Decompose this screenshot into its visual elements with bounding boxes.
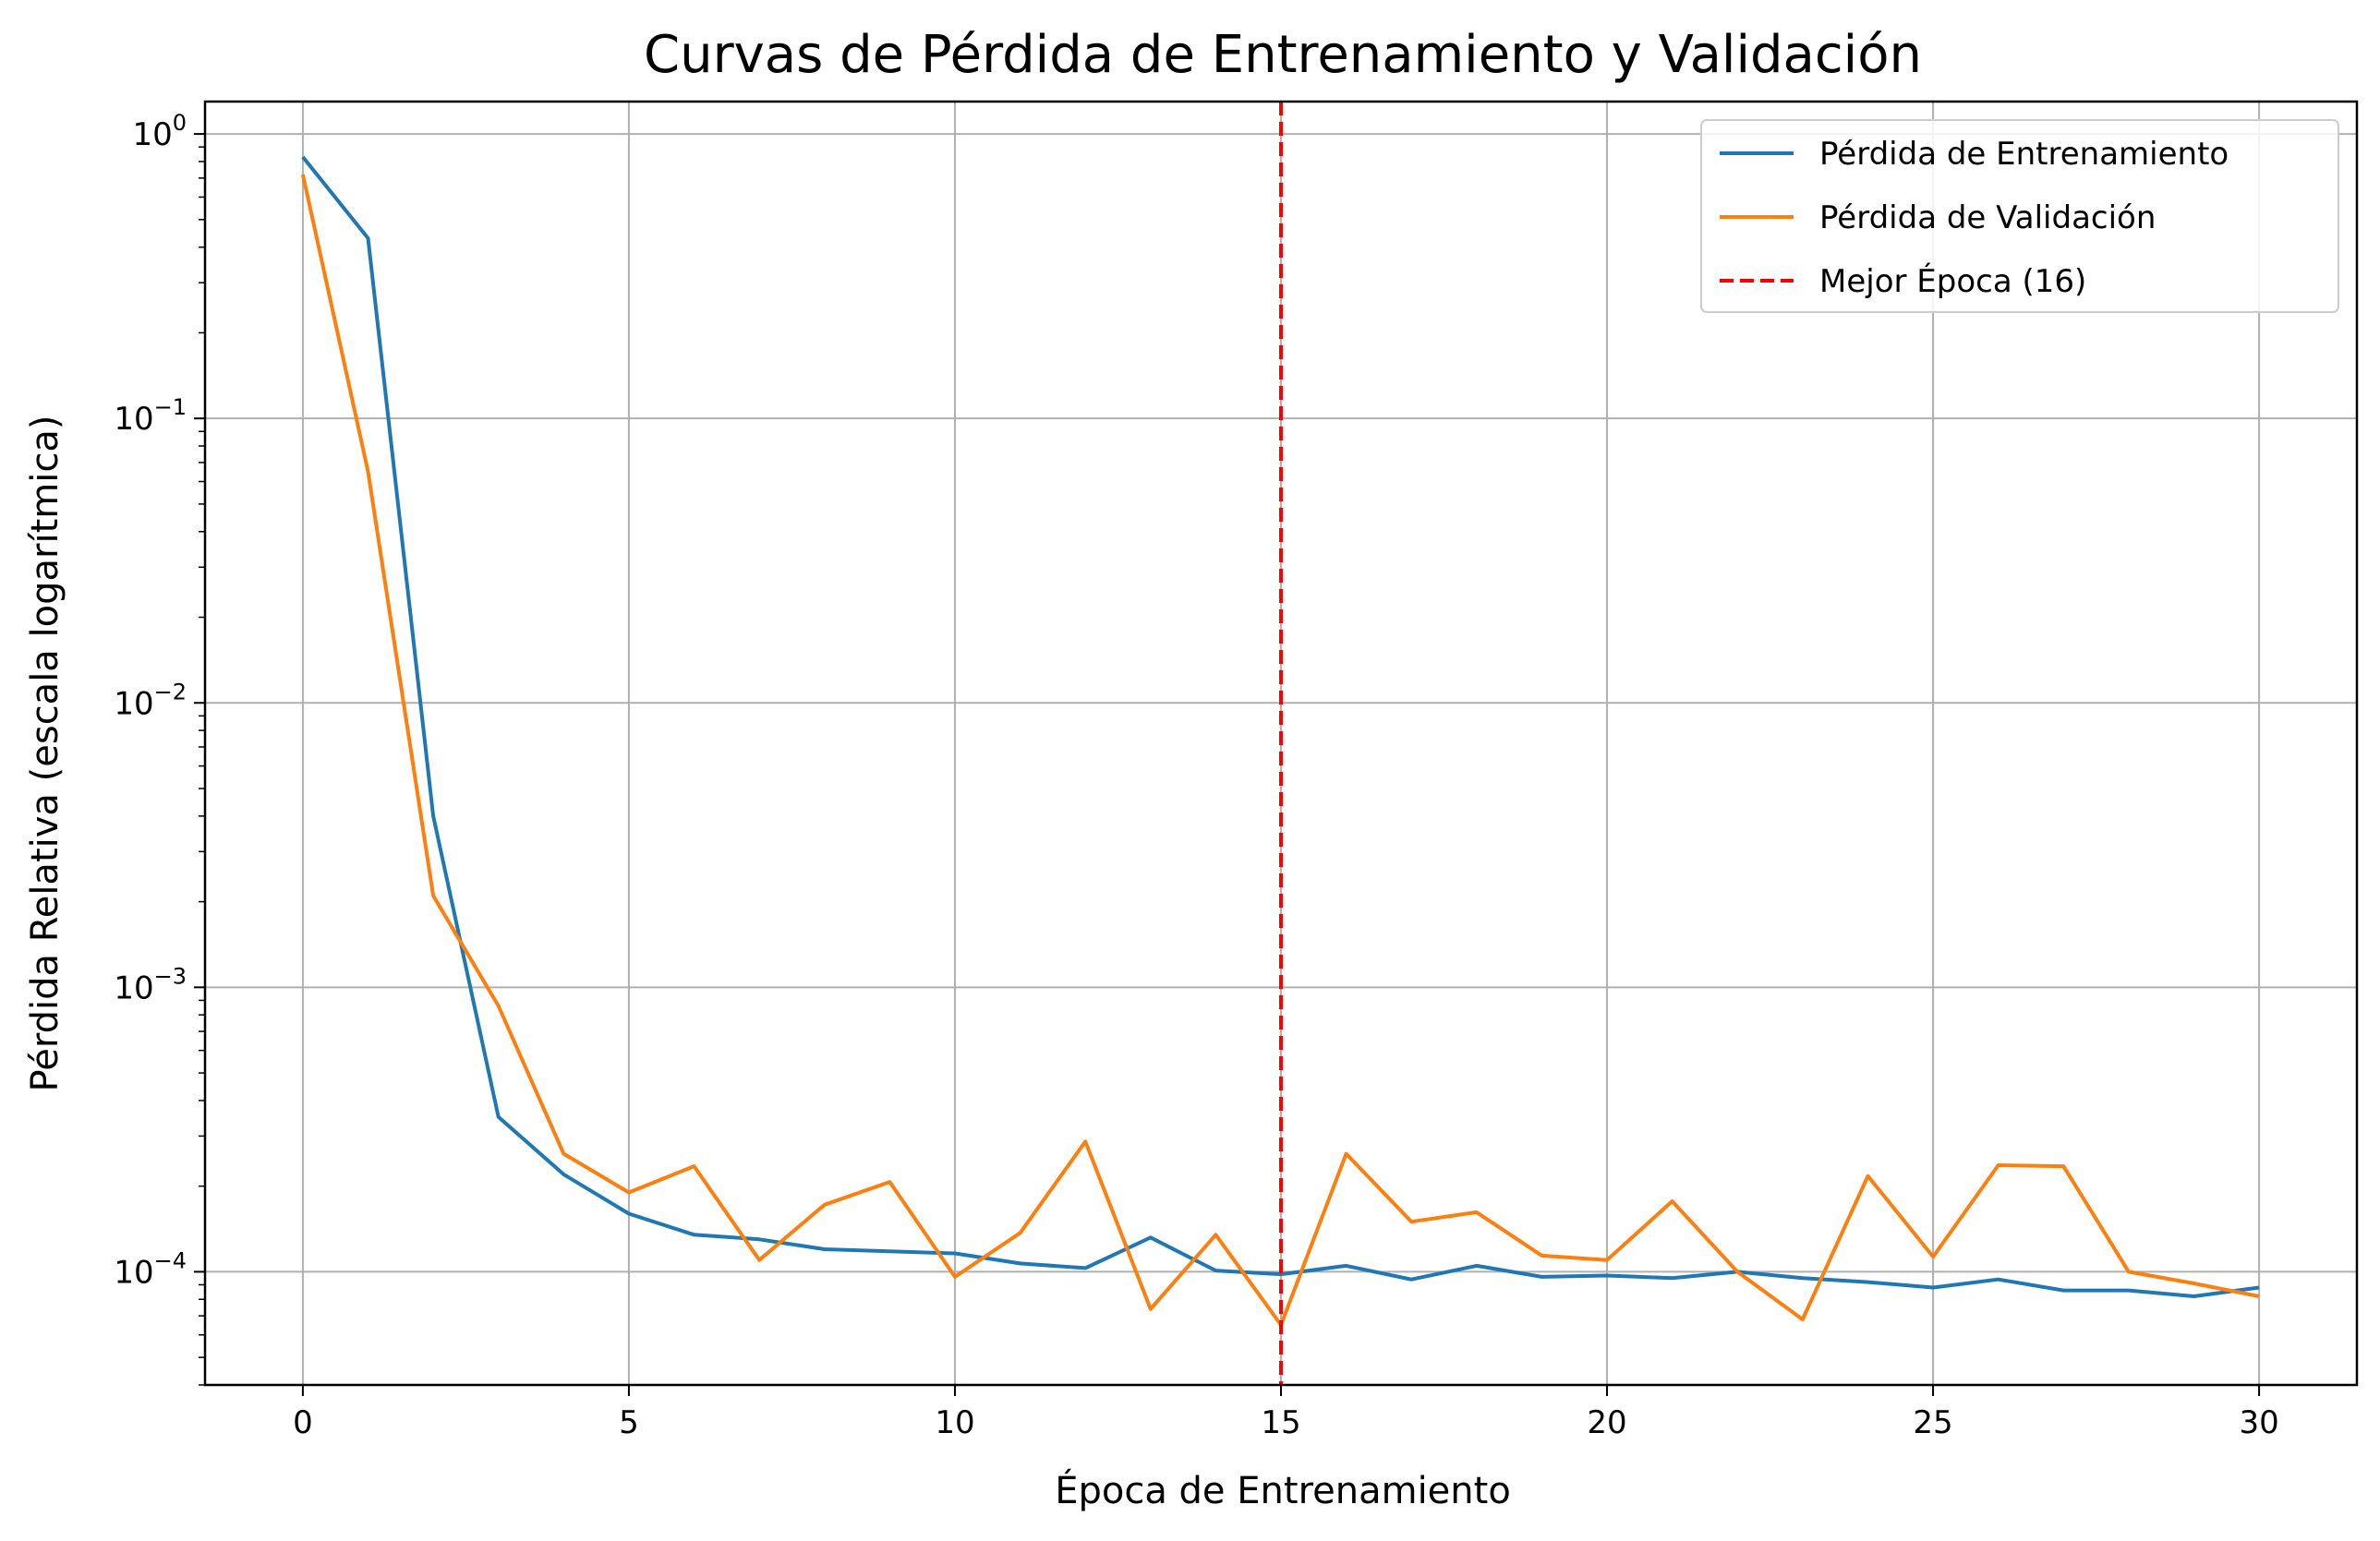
legend-box [1700,119,2339,313]
y-tick-label: 100 [132,110,187,153]
y-tick-label: 10−3 [114,963,187,1006]
x-tick-label: 20 [1587,1404,1626,1441]
x-axis-label: Época de Entrenamiento [1055,1468,1511,1512]
x-tick-label: 30 [2239,1404,2278,1441]
legend-label: Pérdida de Validación [1819,199,2156,236]
legend-label: Pérdida de Entrenamiento [1819,136,2229,173]
y-tick-label: 10−4 [114,1247,187,1291]
y-tick-label: 10−1 [114,394,187,438]
x-tick-label: 0 [293,1404,313,1441]
x-tick-label: 5 [619,1404,639,1441]
legend-label: Mejor Época (16) [1819,262,2086,300]
legend: Pérdida de Entrenamiento Pérdida de Valid… [1700,119,2339,313]
x-tick-label: 15 [1261,1404,1300,1441]
plot-area [300,102,2260,1385]
y-axis-label: Pérdida Relativa (escala logarítmica) [24,415,66,1092]
y-tick-label: 10−2 [114,679,187,722]
chart-title: Curvas de Pérdida de Entrenamiento y Val… [644,25,1922,85]
x-tick-label: 25 [1913,1404,1952,1441]
x-tick-label: 10 [935,1404,974,1441]
axis-ticks: 0 5 10 15 20 25 30 100 10−1 10−2 10−3 10−4 [114,110,2278,1441]
series-line-training [301,155,2260,1298]
